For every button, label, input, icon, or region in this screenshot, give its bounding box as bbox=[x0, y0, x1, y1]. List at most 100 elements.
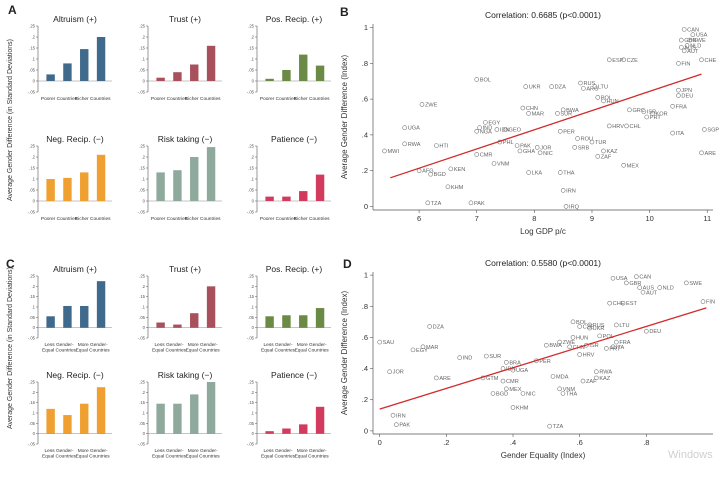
point-egy bbox=[410, 347, 416, 353]
bar-q2 bbox=[63, 63, 72, 81]
point-prt bbox=[644, 114, 650, 120]
bar-q2 bbox=[282, 315, 291, 328]
bar-q2 bbox=[173, 170, 182, 201]
point-irq bbox=[563, 204, 569, 209]
point-aut bbox=[640, 289, 646, 295]
point-label: USA bbox=[616, 276, 628, 282]
group-label: More Gender- bbox=[297, 342, 327, 348]
x-tick-label: 7 bbox=[475, 214, 479, 223]
y-tick-label: -.05 bbox=[247, 442, 255, 447]
group-label: Poorer Countries bbox=[151, 96, 188, 102]
group-label: Richer Countries bbox=[294, 96, 330, 102]
bar-q1 bbox=[46, 179, 55, 201]
y-axis-title: Average Gender Difference (Index) bbox=[340, 55, 349, 180]
y-tick-label: .15 bbox=[248, 294, 254, 299]
point-hrv bbox=[606, 123, 612, 129]
y-tick-label: .15 bbox=[139, 166, 145, 171]
bar-q4 bbox=[206, 147, 216, 201]
point-label: CZE bbox=[583, 325, 594, 331]
y-tick-label: .05 bbox=[248, 68, 254, 73]
point-label: KAZ bbox=[607, 149, 618, 155]
y-tick-label: -.05 bbox=[247, 336, 255, 341]
point-label: JPN bbox=[681, 88, 692, 94]
point-pol bbox=[597, 333, 602, 339]
y-tick-label: 0 bbox=[143, 431, 146, 436]
y-tick-label: -.05 bbox=[28, 442, 36, 447]
y-tick-label: 0 bbox=[33, 431, 36, 436]
point-per bbox=[557, 129, 563, 134]
subplot-title: Risk taking (−) bbox=[158, 370, 213, 380]
point-can bbox=[681, 27, 687, 32]
group-label: Poorer Countries bbox=[41, 216, 78, 222]
point-label: PAK bbox=[520, 144, 531, 150]
y-tick-label: .2 bbox=[362, 166, 368, 175]
point-chn bbox=[520, 105, 526, 111]
y-tick-label: .1 bbox=[251, 177, 255, 182]
point-nic bbox=[520, 391, 526, 396]
point-label: UGA bbox=[408, 126, 420, 132]
point-bwa bbox=[560, 107, 566, 113]
subplot-title: Risk taking (−) bbox=[158, 134, 213, 144]
point-label: IDN bbox=[500, 128, 510, 134]
y-tick-label: .25 bbox=[29, 274, 35, 279]
group-label: Equal Countries bbox=[42, 454, 77, 460]
x-tick-label: 9 bbox=[590, 214, 594, 223]
y-tick-label: .8 bbox=[362, 302, 368, 311]
point-label: NGA bbox=[480, 129, 492, 135]
y-tick-label: -.05 bbox=[138, 442, 146, 447]
group-label: Less Gender- bbox=[263, 342, 292, 348]
x-tick-label: .4 bbox=[510, 438, 516, 447]
y-tick-label: .05 bbox=[139, 68, 145, 73]
y-tick-label: .1 bbox=[142, 177, 146, 182]
point-label: BGD bbox=[496, 392, 508, 398]
point-tza bbox=[547, 423, 552, 429]
point-irn bbox=[560, 188, 566, 193]
point-label: IND bbox=[483, 126, 493, 132]
point-gbr bbox=[624, 280, 629, 286]
point-label: PRT bbox=[650, 115, 662, 121]
point-label: RWA bbox=[408, 142, 421, 148]
point-khm bbox=[445, 184, 451, 190]
bar-q3 bbox=[299, 315, 308, 328]
group-label: Poorer Countries bbox=[41, 96, 78, 102]
point-label: SUR bbox=[489, 354, 501, 360]
point-label: BOL bbox=[576, 320, 587, 326]
point-label: AUS bbox=[684, 45, 696, 51]
y-tick-label: .25 bbox=[139, 24, 145, 29]
point-label: CHL bbox=[630, 124, 641, 130]
y-tick-label: -.05 bbox=[138, 336, 146, 341]
point-aus bbox=[679, 44, 684, 50]
point-chn bbox=[567, 344, 572, 350]
group-label: Less Gender- bbox=[154, 448, 183, 454]
y-tick-label: .2 bbox=[142, 155, 146, 160]
bar-q4 bbox=[206, 382, 216, 434]
point-hrv bbox=[577, 352, 582, 357]
subplot-title: Altruism (+) bbox=[53, 14, 97, 24]
bar-q3 bbox=[190, 394, 199, 434]
subplot-title: Pos. Recip. (+) bbox=[266, 264, 323, 274]
subplot-a-5: Risk taking (−) -.05 0 .05 .1 .15 .2 .25 Poorer … bbox=[138, 134, 222, 222]
point-cze bbox=[621, 57, 626, 63]
x-axis-title: Gender Equality (Index) bbox=[501, 451, 586, 460]
y-tick-label: .05 bbox=[248, 315, 254, 320]
subplot-a-2: Trust (+) -.05 0 .05 .1 .15 .2 .25 Poorer Countr… bbox=[138, 14, 222, 102]
bar-q1 bbox=[46, 316, 55, 328]
point-label: DZA bbox=[555, 85, 566, 91]
y-tick-label: .05 bbox=[139, 188, 145, 193]
bar-q4 bbox=[96, 281, 106, 328]
group-label: Less Gender- bbox=[263, 448, 292, 454]
group-label: More Gender- bbox=[78, 448, 108, 454]
point-label: BGD bbox=[434, 172, 446, 178]
point-label: POL bbox=[603, 334, 614, 340]
y-tick-label: .25 bbox=[248, 24, 254, 29]
watermark: Windows bbox=[668, 449, 713, 461]
point-label: KHM bbox=[516, 406, 529, 412]
y-tick-label: .2 bbox=[142, 390, 146, 395]
scatter-title: Correlation: 0.6685 (p<0.0001) bbox=[485, 10, 601, 20]
point-label: AUT bbox=[646, 290, 658, 296]
panel-label-a: A bbox=[8, 3, 17, 17]
point-label: ARE bbox=[704, 151, 716, 157]
panel-label-d: D bbox=[343, 257, 352, 271]
point-mda bbox=[550, 374, 556, 379]
point-mar bbox=[420, 344, 426, 350]
